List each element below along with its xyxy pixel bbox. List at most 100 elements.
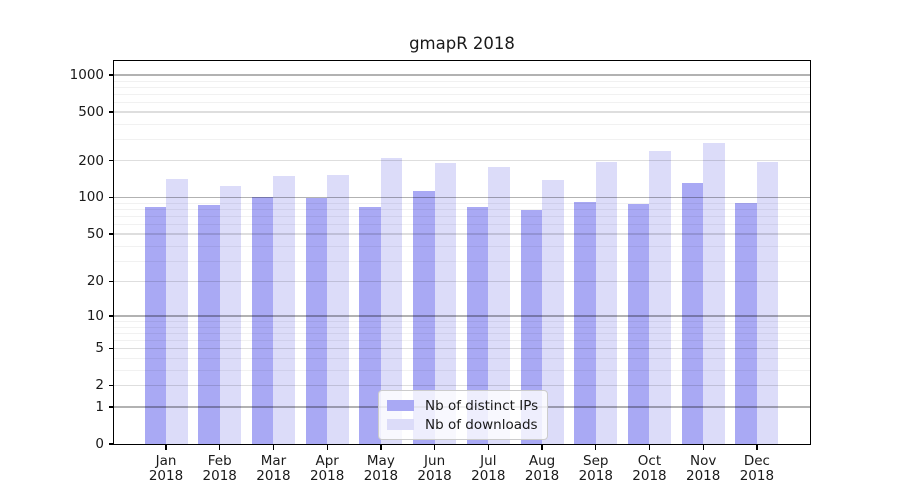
bar-distinct-ips-oct <box>627 204 650 444</box>
gridline-minor-60 <box>114 224 810 226</box>
x-tick-year: 2018 <box>309 468 345 484</box>
legend-item-distinct-ips: Nb of distinct IPs <box>387 396 538 415</box>
gridline-minor-800 <box>114 86 810 88</box>
bar-downloads-oct <box>649 151 671 444</box>
gridline-minor-4 <box>114 358 810 360</box>
bar-downloads-jul <box>488 166 510 444</box>
x-tick-year: 2018 <box>471 468 506 484</box>
gridline-5 <box>114 347 810 349</box>
x-tick-jun <box>433 445 436 450</box>
x-tick-apr <box>326 445 328 450</box>
x-tick-label-apr: Apr 2018 <box>295 454 359 484</box>
x-tick-label-mar: Mar 2018 <box>241 454 305 484</box>
bar-downloads-mar <box>273 176 295 444</box>
x-tick-label-jul: Jul 2018 <box>456 454 520 484</box>
x-tick-dec <box>756 445 758 450</box>
gridline-minor-8 <box>114 326 810 328</box>
x-tick-year: 2018 <box>202 468 237 484</box>
gridline-minor-30 <box>114 260 810 262</box>
y-tick-10 <box>108 315 114 317</box>
x-tick-year: 2018 <box>148 468 184 484</box>
gridline-minor-40 <box>114 245 810 247</box>
gridline-2 <box>114 384 810 386</box>
x-tick-month: Sep <box>583 453 609 469</box>
x-tick-sep <box>595 445 597 450</box>
y-tick-label-5: 5 <box>95 340 104 357</box>
gridline-minor-70 <box>114 216 810 218</box>
gridline-50 <box>114 233 810 235</box>
x-tick-month: Mar <box>260 453 287 469</box>
y-tick-50 <box>108 233 114 235</box>
x-tick-label-may: May 2018 <box>349 454 413 484</box>
legend-item-downloads: Nb of downloads <box>387 415 538 434</box>
x-tick-year: 2018 <box>417 468 452 484</box>
gridline-minor-900 <box>114 80 810 82</box>
bar-distinct-ips-may <box>359 206 381 444</box>
x-tick-month: Jul <box>480 453 497 469</box>
x-tick-month: Dec <box>743 453 770 469</box>
y-tick-2 <box>108 384 114 386</box>
y-tick-100 <box>108 196 114 199</box>
x-tick-label-jun: Jun 2018 <box>403 454 467 484</box>
gridline-minor-90 <box>114 203 810 205</box>
x-tick-label-nov: Nov 2018 <box>671 454 735 484</box>
bar-distinct-ips-jun <box>413 191 435 444</box>
y-tick-label-10: 10 <box>86 307 104 324</box>
y-tick-200 <box>108 160 114 162</box>
bar-downloads-apr <box>327 174 349 444</box>
x-tick-jul <box>487 445 489 450</box>
x-tick-nov <box>702 445 704 450</box>
x-tick-label-sep: Sep 2018 <box>564 454 628 484</box>
legend-label-distinct-ips: Nb of distinct IPs <box>425 397 539 414</box>
bar-distinct-ips-aug <box>520 209 543 444</box>
x-tick-year: 2018 <box>632 468 667 484</box>
bar-distinct-ips-jan <box>144 207 166 444</box>
x-tick-month: Feb <box>207 453 232 469</box>
x-tick-month: May <box>366 453 395 469</box>
gridline-minor-300 <box>114 139 810 141</box>
bar-downloads-dec <box>756 161 779 444</box>
x-tick-may <box>380 445 382 450</box>
gridline-minor-7 <box>114 332 810 334</box>
gridline-500 <box>114 111 810 113</box>
bar-distinct-ips-nov <box>681 183 704 444</box>
x-tick-mar <box>272 445 275 450</box>
y-tick-1 <box>108 406 114 408</box>
bar-distinct-ips-dec <box>735 203 757 444</box>
y-tick-label-100: 100 <box>78 189 104 206</box>
gridline-minor-3 <box>114 369 810 371</box>
x-tick-year: 2018 <box>739 468 775 484</box>
y-tick-label-50: 50 <box>86 225 104 242</box>
bar-distinct-ips-mar <box>251 196 274 444</box>
x-tick-oct <box>648 445 651 450</box>
x-tick-year: 2018 <box>363 468 399 484</box>
y-tick-label-1000: 1000 <box>69 66 104 83</box>
gridline-1000 <box>114 74 810 76</box>
gridline-200 <box>114 160 810 162</box>
bar-downloads-nov <box>703 142 725 444</box>
bar-distinct-ips-sep <box>574 202 596 444</box>
bar-downloads-may <box>380 158 403 444</box>
gridline-minor-400 <box>114 123 810 125</box>
y-tick-label-200: 200 <box>78 152 104 169</box>
y-tick-label-0: 0 <box>95 436 104 452</box>
bar-distinct-ips-apr <box>305 198 328 444</box>
x-tick-month: Apr <box>315 453 339 469</box>
y-tick-label-2: 2 <box>95 377 104 394</box>
x-tick-aug <box>541 445 543 450</box>
bar-distinct-ips-feb <box>198 205 220 444</box>
bar-downloads-aug <box>542 179 564 444</box>
gridline-20 <box>114 280 810 283</box>
y-tick-20 <box>108 280 114 282</box>
x-tick-year: 2018 <box>578 468 613 484</box>
x-tick-month: Jan <box>155 453 177 469</box>
x-tick-year: 2018 <box>524 468 560 484</box>
plot-border <box>113 60 811 445</box>
gridline-minor-6 <box>114 340 810 342</box>
bar-downloads-jun <box>434 163 457 444</box>
y-tick-1000 <box>108 74 114 76</box>
x-tick-label-oct: Oct 2018 <box>617 454 681 484</box>
